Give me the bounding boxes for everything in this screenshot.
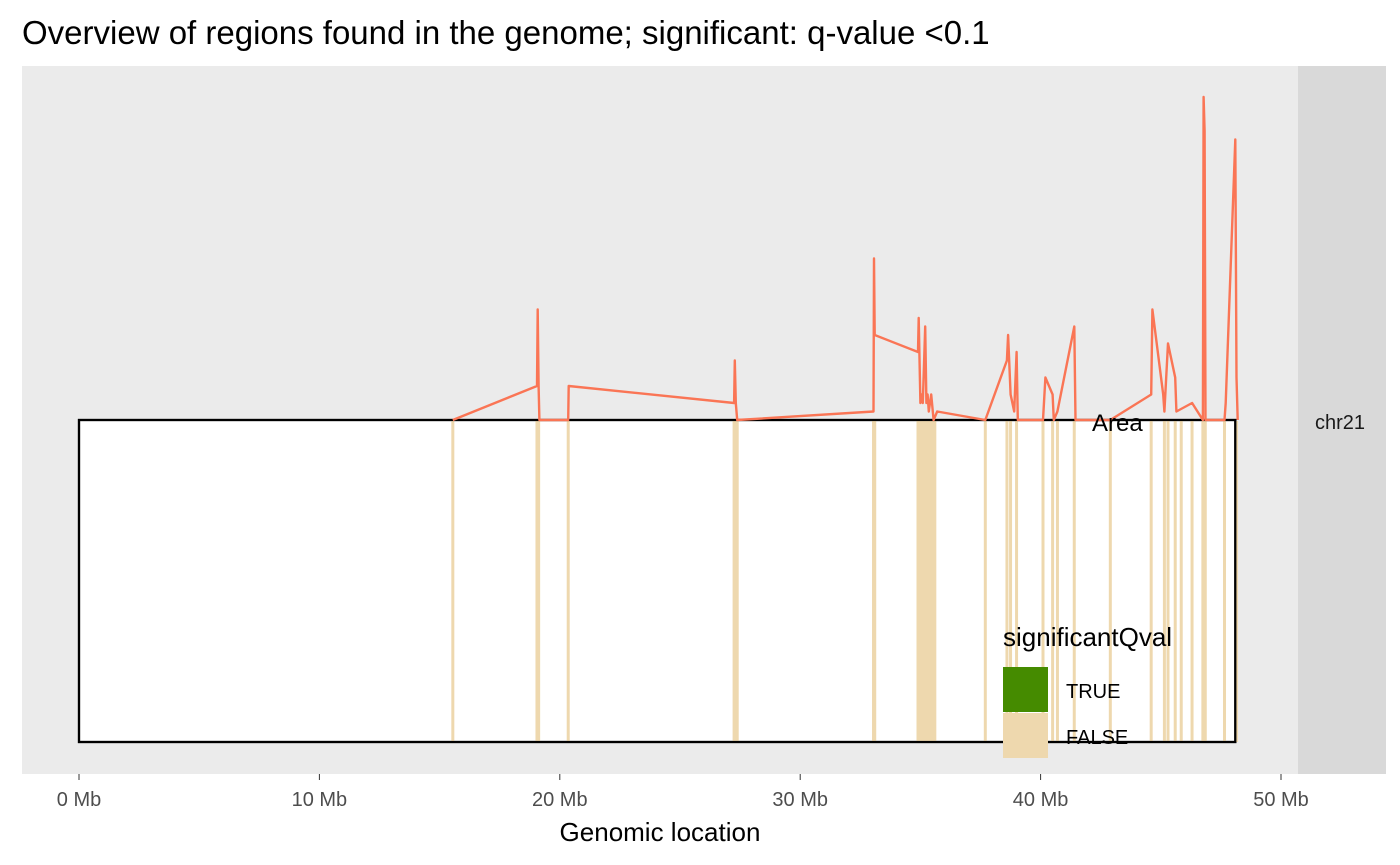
x-tick-label-5: 50 Mb <box>1253 789 1309 811</box>
x-tick-label-4: 40 Mb <box>1013 789 1069 811</box>
legend-key-false <box>1003 713 1048 758</box>
area-series <box>452 95 1239 422</box>
facet-strip-label: chr21 <box>1315 412 1365 434</box>
legend-title: significantQval <box>1003 622 1172 652</box>
chromosome-outline-top <box>77 418 1237 744</box>
x-tick-label-1: 10 Mb <box>292 789 348 811</box>
x-axis: 0 Mb 10 Mb 20 Mb 30 Mb 40 Mb 50 Mb <box>57 774 1309 811</box>
x-axis-title: Genomic location <box>560 817 761 847</box>
legend-label-false: FALSE <box>1066 727 1128 749</box>
x-tick-label-0: 0 Mb <box>57 789 101 811</box>
legend-label-true: TRUE <box>1066 681 1120 703</box>
x-tick-label-3: 30 Mb <box>772 789 828 811</box>
chromosome-outline <box>77 418 1237 744</box>
legend-key-true <box>1003 667 1048 712</box>
x-tick-label-2: 20 Mb <box>532 789 588 811</box>
area-series-line <box>452 95 1239 422</box>
chart-title: Overview of regions found in the genome;… <box>22 14 990 51</box>
region-marks <box>451 421 1239 742</box>
legend: significantQval TRUE FALSE <box>1003 622 1172 758</box>
area-label: Area <box>1092 410 1143 437</box>
facet-strip <box>1298 66 1386 774</box>
